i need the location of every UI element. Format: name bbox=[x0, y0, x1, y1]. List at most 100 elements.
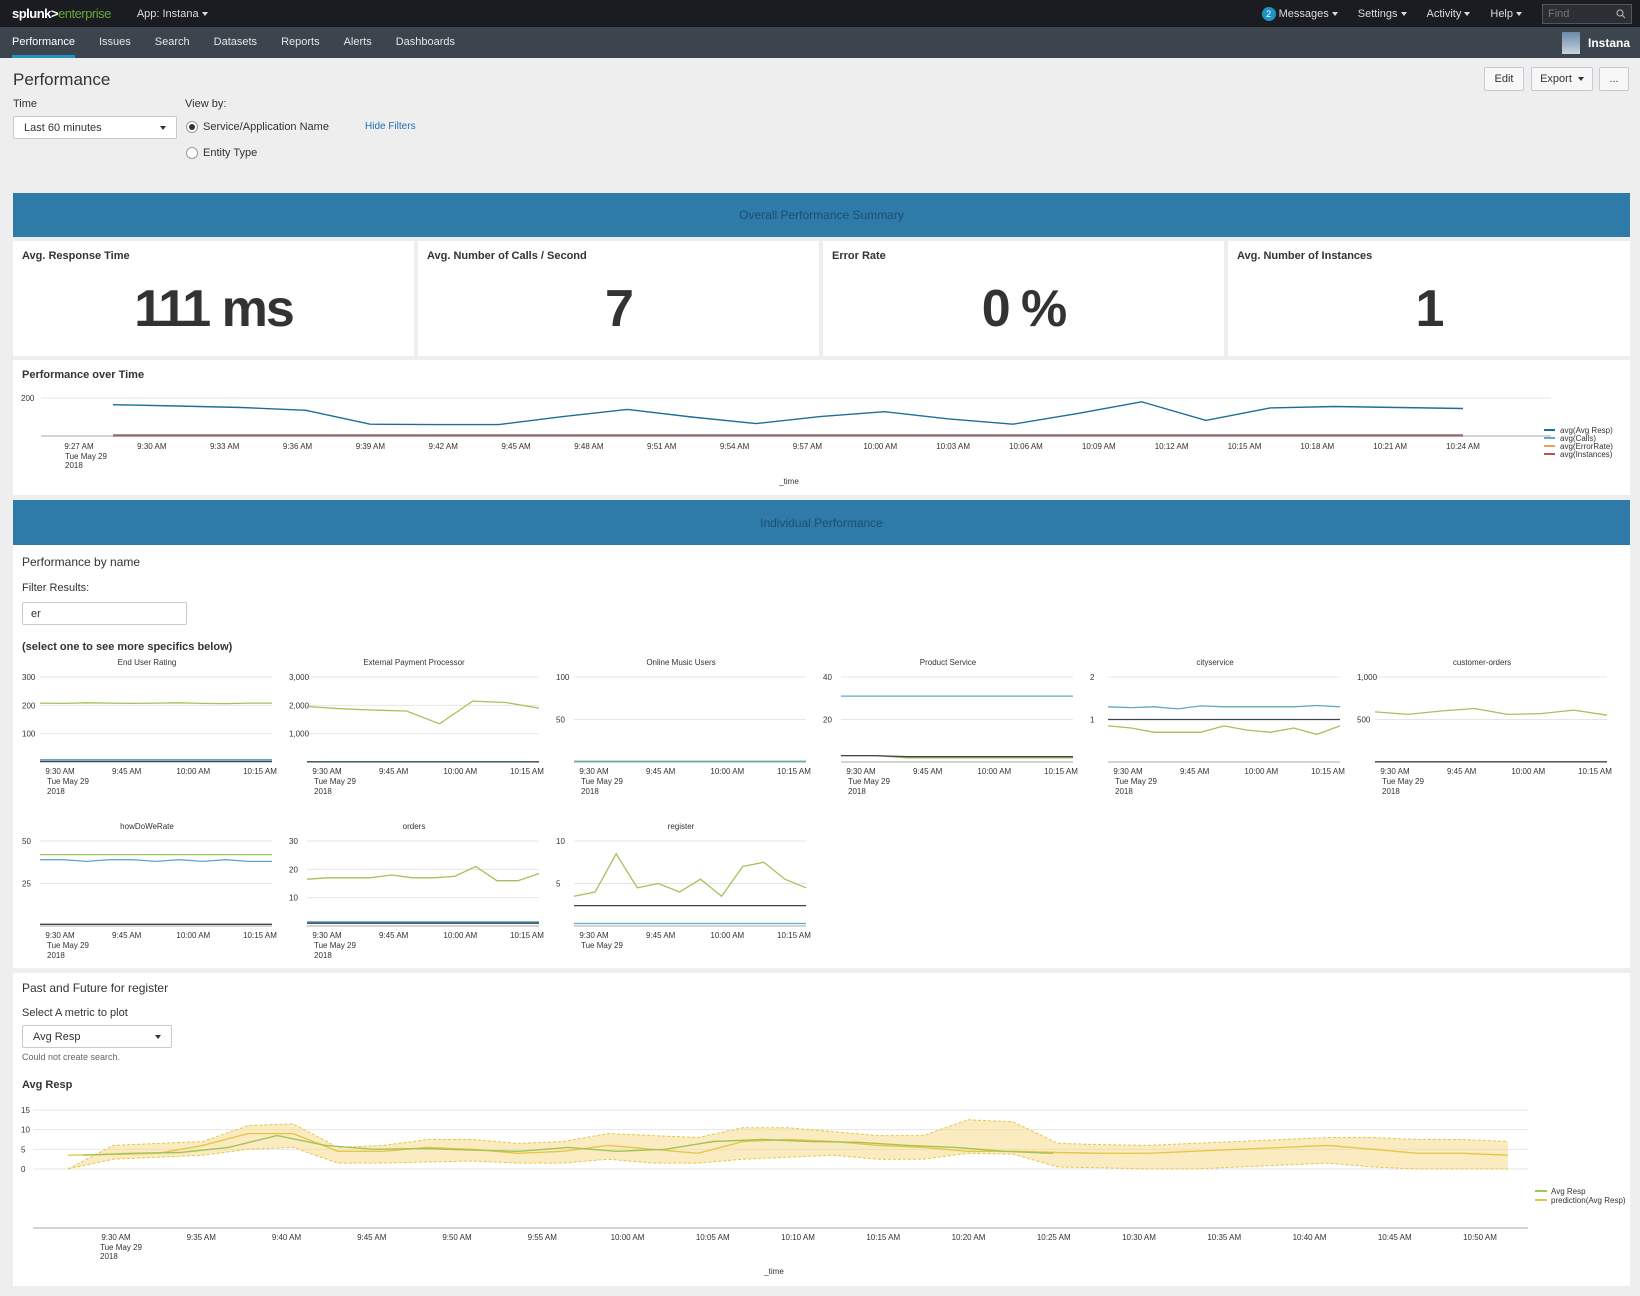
x-tick-label: 9:30 AM bbox=[1380, 767, 1410, 776]
app-name: Instana bbox=[1587, 35, 1630, 50]
y-tick-label: 100 bbox=[556, 673, 570, 682]
x-tick-label: 10:45 AM bbox=[1378, 1233, 1412, 1242]
legend-label: avg(Calls) bbox=[1560, 434, 1596, 443]
search-icon[interactable] bbox=[1616, 8, 1626, 19]
x-tick-label: 10:00 AM bbox=[611, 1233, 645, 1242]
individual-banner: Individual Performance bbox=[13, 500, 1630, 545]
small-chart-external-payment-processor[interactable]: External Payment Processor 3,000 2,000 1,00… bbox=[289, 655, 551, 815]
x-tick-label: 10:03 AM bbox=[936, 442, 970, 451]
nav-issues[interactable]: Issues bbox=[98, 36, 131, 48]
x-tick-label: 9:48 AM bbox=[574, 442, 604, 451]
x-sub-label: 2018 bbox=[1382, 787, 1400, 796]
perf-over-time-chart[interactable]: 200 9:27 AM 9:30 AM 9:33 AM 9:36 AM 9:39 AM 9:… bbox=[13, 360, 1630, 495]
x-tick-label: 10:00 AM bbox=[863, 442, 897, 451]
x-tick-label: 9:45 AM bbox=[1447, 767, 1477, 776]
x-tick-label: 10:35 AM bbox=[1207, 1233, 1241, 1242]
x-sub-label: 2018 bbox=[65, 461, 83, 470]
x-tick-label: 9:30 AM bbox=[1113, 767, 1143, 776]
x-tick-label: 9:45 AM bbox=[379, 931, 409, 940]
y-tick-label: 10 bbox=[556, 837, 565, 846]
x-tick-label: 10:00 AM bbox=[710, 931, 744, 940]
x-tick-label: 10:20 AM bbox=[952, 1233, 986, 1242]
x-sub-label: 2018 bbox=[47, 787, 65, 796]
help-menu[interactable]: Help bbox=[1490, 8, 1522, 20]
splunk-logo[interactable]: splunk>enterprise bbox=[12, 6, 111, 21]
chart-title: Product Service bbox=[920, 658, 977, 667]
kpi-value: 0 % bbox=[981, 280, 1068, 338]
confidence-band bbox=[68, 1119, 1508, 1169]
chevron-down-icon bbox=[1331, 11, 1338, 16]
y-tick-label: 15 bbox=[21, 1106, 30, 1115]
legend-label: avg(Avg Resp) bbox=[1560, 426, 1613, 435]
radio-label: Service/Application Name bbox=[203, 121, 329, 133]
settings-menu[interactable]: Settings bbox=[1358, 8, 1407, 20]
nav-datasets[interactable]: Datasets bbox=[213, 36, 258, 48]
messages-badge: 2 bbox=[1261, 6, 1276, 21]
x-tick-label: 9:51 AM bbox=[647, 442, 677, 451]
time-picker[interactable]: Last 60 minutes bbox=[13, 116, 177, 139]
x-tick-label: 10:15 AM bbox=[510, 767, 544, 776]
x-tick-label: 10:15 AM bbox=[777, 931, 811, 940]
forecast-chart[interactable]: 15 10 5 0 9:30 AM 9:35 AM 9:40 AM 9:45 AM 9:50 A… bbox=[13, 973, 1630, 1286]
nav-search[interactable]: Search bbox=[154, 36, 190, 48]
nav-dashboards[interactable]: Dashboards bbox=[395, 36, 456, 48]
x-tick-label: 9:35 AM bbox=[187, 1233, 217, 1242]
messages-menu[interactable]: 2 Messages bbox=[1261, 6, 1338, 21]
x-tick-label: 10:24 AM bbox=[1446, 442, 1480, 451]
chart-title: Performance over Time bbox=[22, 369, 145, 381]
more-button[interactable]: ... bbox=[1599, 67, 1629, 91]
chevron-down-icon bbox=[1577, 77, 1584, 81]
y-tick-label: 30 bbox=[289, 837, 298, 846]
x-sub-label: Tue May 29 bbox=[314, 777, 356, 786]
x-tick-label: 10:15 AM bbox=[1578, 767, 1612, 776]
kpi-title: Avg. Number of Instances bbox=[1237, 250, 1373, 262]
section-title: Past and Future for register bbox=[22, 981, 169, 995]
nav-performance[interactable]: Performance bbox=[0, 27, 87, 58]
x-axis-title: _time bbox=[778, 477, 799, 486]
filter-results-input[interactable] bbox=[22, 602, 187, 625]
app-icon bbox=[1561, 31, 1580, 54]
nav-reports[interactable]: Reports bbox=[281, 36, 320, 48]
x-sub-label: Tue May 29 bbox=[581, 941, 623, 950]
x-tick-label: 9:30 AM bbox=[312, 767, 342, 776]
edit-button[interactable]: Edit bbox=[1484, 67, 1524, 91]
radio-entity-type[interactable]: Entity Type bbox=[186, 147, 257, 159]
x-tick-label: 9:30 AM bbox=[45, 767, 75, 776]
nav-alerts[interactable]: Alerts bbox=[343, 36, 372, 48]
x-sub-label: 2018 bbox=[100, 1252, 118, 1261]
page-title: Performance bbox=[13, 70, 111, 89]
legend-label: prediction(Avg Resp) bbox=[1551, 1196, 1626, 1205]
series-line bbox=[841, 754, 1073, 758]
x-tick-label: 10:10 AM bbox=[781, 1233, 815, 1242]
metric-select[interactable]: Avg Resp bbox=[22, 1025, 172, 1048]
kpi-title: Avg. Response Time bbox=[22, 250, 130, 262]
find-input[interactable] bbox=[1548, 7, 1608, 20]
hide-filters-link[interactable]: Hide Filters bbox=[365, 121, 416, 132]
x-tick-label: 10:50 AM bbox=[1463, 1233, 1497, 1242]
help-label: Help bbox=[1490, 7, 1513, 20]
x-tick-label: 10:21 AM bbox=[1373, 442, 1407, 451]
x-tick-label: 10:15 AM bbox=[1044, 767, 1078, 776]
export-button[interactable]: Export bbox=[1531, 67, 1593, 91]
x-sub-label: Tue May 29 bbox=[47, 777, 89, 786]
y-tick-label: 2 bbox=[1090, 673, 1095, 682]
chevron-down-icon bbox=[1400, 11, 1407, 16]
chart-title: orders bbox=[403, 822, 426, 831]
x-sub-label: Tue May 29 bbox=[100, 1243, 142, 1252]
x-tick-label: 9:45 AM bbox=[646, 767, 676, 776]
radio-service-name[interactable]: Service/Application Name bbox=[186, 121, 329, 133]
app-menu[interactable]: App: Instana bbox=[137, 8, 208, 20]
x-sub-label: 2018 bbox=[314, 787, 332, 796]
x-tick-label: 9:55 AM bbox=[528, 1233, 558, 1242]
x-tick-label: 10:00 AM bbox=[176, 767, 210, 776]
activity-menu[interactable]: Activity bbox=[1427, 8, 1471, 20]
x-tick-label: 9:30 AM bbox=[846, 767, 876, 776]
